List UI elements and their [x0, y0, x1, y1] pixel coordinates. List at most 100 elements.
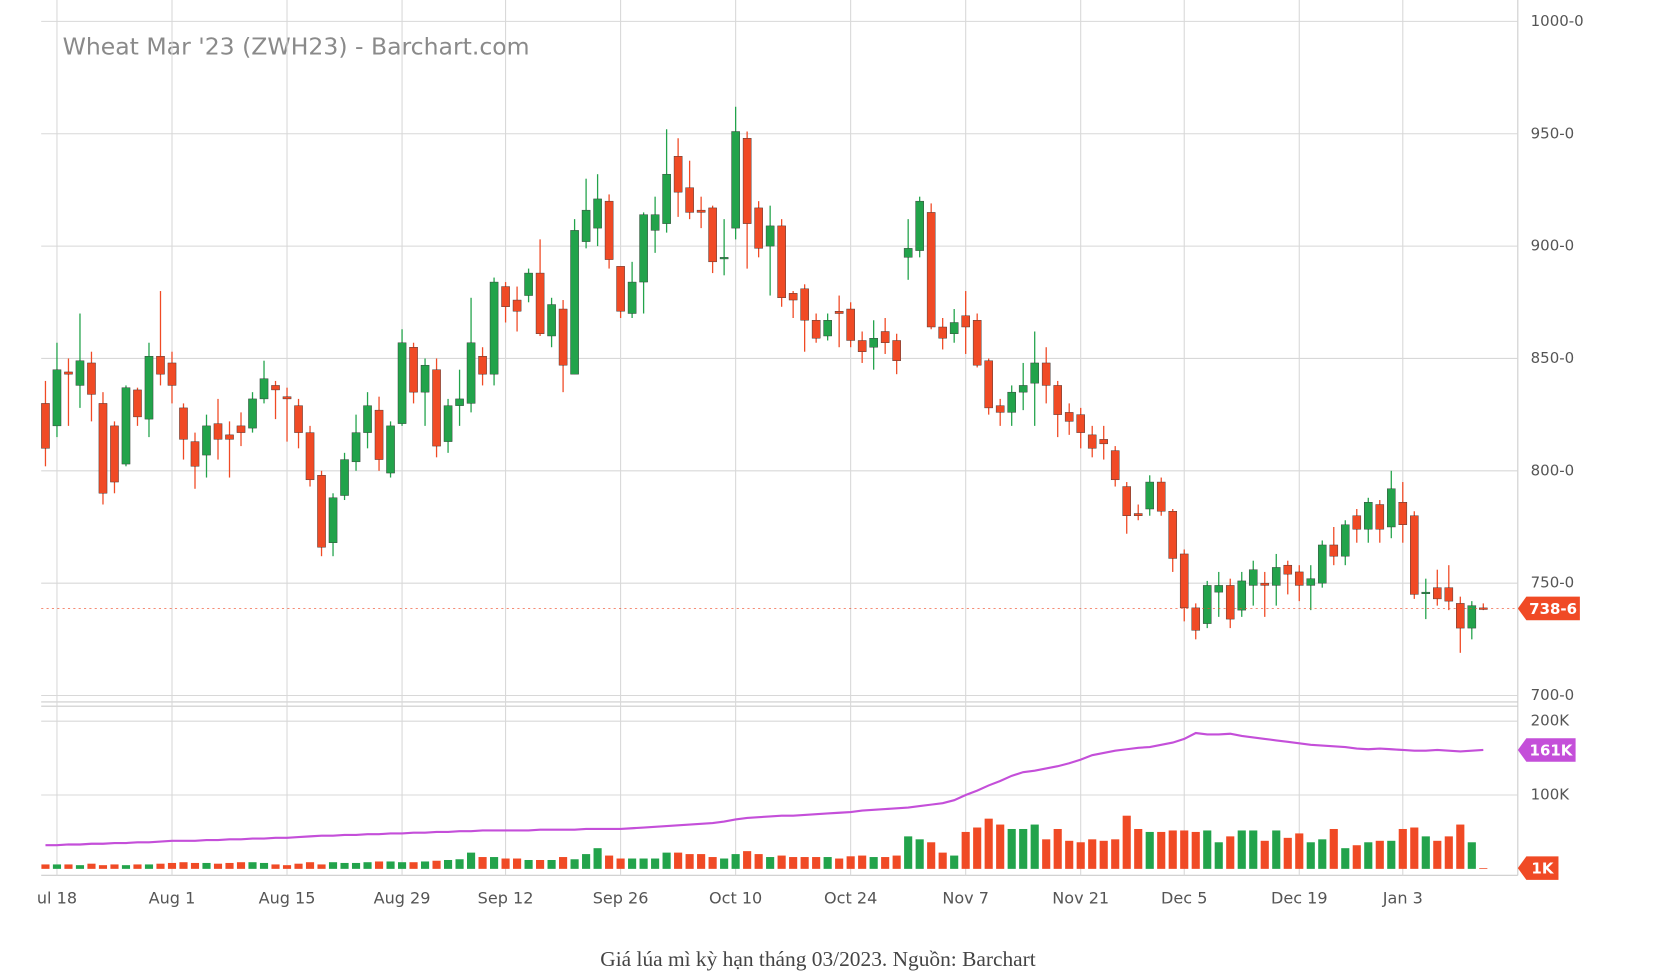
candle-body	[765, 225, 775, 247]
volume-bar	[225, 862, 234, 869]
volume-bar	[697, 854, 706, 869]
volume-bar	[708, 857, 717, 869]
volume-bar	[374, 861, 384, 869]
candle-body	[121, 387, 131, 465]
candle-body	[846, 308, 855, 341]
candle-body	[984, 360, 993, 409]
candle-body	[489, 281, 499, 375]
candle-body	[98, 403, 108, 494]
candle-body	[340, 459, 349, 496]
last-oi-label: 161K	[1530, 742, 1574, 760]
volume-bar	[294, 863, 303, 869]
candle-body	[1064, 412, 1074, 422]
candle-body	[1433, 587, 1442, 600]
volume-bar	[317, 864, 326, 869]
candle-body	[1444, 587, 1454, 602]
volume-bar	[1122, 815, 1131, 869]
candle-body	[961, 315, 970, 328]
volume-bar	[1099, 840, 1108, 869]
candle-body	[386, 425, 395, 474]
volume-bar	[1053, 828, 1062, 869]
volume-bar	[75, 865, 85, 869]
candle-body	[731, 131, 740, 229]
volume-bar	[144, 864, 154, 869]
chart-title: Wheat Mar '23 (ZWH23) - Barchart.com	[63, 33, 530, 61]
candle-body	[409, 347, 418, 393]
x-tick-label: Aug 1	[149, 888, 196, 907]
volume-bar	[927, 842, 936, 869]
volume-bar	[1318, 839, 1327, 869]
x-tick-label: Sep 12	[478, 888, 534, 907]
volume-bar	[605, 855, 614, 869]
candle-body	[593, 198, 602, 229]
candle-body	[1087, 434, 1097, 449]
volume-bar	[754, 854, 763, 869]
volume-bar	[547, 859, 556, 869]
volume-bar	[1191, 831, 1200, 869]
candle-body	[524, 272, 533, 296]
candle-body	[1421, 591, 1431, 594]
candle-body	[190, 441, 200, 467]
y-tick-label: 800-0	[1531, 461, 1574, 479]
volume-bar	[823, 857, 832, 869]
y-tick-label: 1000-0	[1531, 12, 1584, 30]
candle-body	[144, 355, 154, 420]
last-volume-label-bg	[1517, 856, 1559, 880]
volume-bar	[869, 857, 878, 869]
candle-body	[443, 405, 453, 442]
candle-body	[834, 311, 844, 314]
y-tick-label: 100K	[1531, 786, 1571, 804]
candle-body	[639, 214, 648, 283]
volume-bar	[904, 836, 913, 869]
volume-bar	[1306, 842, 1315, 869]
volume-bar	[835, 858, 844, 869]
candle-body	[777, 225, 786, 299]
volume-bar	[340, 862, 349, 869]
volume-bar	[1019, 828, 1028, 869]
volume-bar	[1237, 830, 1246, 869]
candle-body	[1248, 569, 1258, 586]
volume-bar	[466, 852, 476, 869]
volume-bar	[1030, 824, 1039, 869]
candle-body	[75, 360, 85, 386]
volume-bar	[1249, 830, 1258, 869]
candle-body	[64, 371, 73, 375]
candle-body	[271, 385, 280, 391]
volume-bar	[248, 862, 257, 869]
volume-bar	[777, 855, 786, 869]
volume-bar	[490, 857, 499, 869]
candle-body	[662, 173, 671, 224]
volume-bar	[984, 818, 993, 869]
x-tick-label: ul 18	[37, 888, 77, 907]
volume-bar	[167, 862, 177, 869]
candle-body	[696, 209, 706, 213]
candle-body	[1283, 564, 1293, 575]
volume-bar	[789, 857, 798, 869]
volume-bar	[1145, 831, 1154, 869]
y-tick-label: 700-0	[1531, 686, 1574, 704]
candle-body	[1191, 607, 1201, 631]
candle-body	[420, 364, 430, 393]
candle-body	[363, 405, 372, 433]
candle-body	[1156, 481, 1166, 512]
last-volume-label: 1K	[1531, 860, 1554, 878]
volume-bar	[915, 839, 924, 869]
candle-body	[455, 398, 464, 406]
candle-body	[650, 214, 660, 231]
candle-body	[478, 355, 487, 375]
candle-body	[1099, 439, 1108, 445]
candle-body	[374, 409, 384, 460]
volume-bar	[1214, 842, 1223, 869]
volume-bar	[1387, 840, 1396, 869]
volume-bar	[1134, 828, 1143, 869]
volume-bar	[409, 862, 418, 869]
volume-bar	[731, 854, 740, 869]
candle-body	[328, 497, 338, 543]
candle-body	[1030, 362, 1039, 384]
volume-bar	[1272, 830, 1281, 869]
open-interest-line	[45, 731, 1484, 847]
candle-body	[179, 407, 188, 440]
volume-bar	[282, 865, 292, 869]
candle-body	[1387, 488, 1396, 528]
candle-body	[133, 389, 142, 418]
